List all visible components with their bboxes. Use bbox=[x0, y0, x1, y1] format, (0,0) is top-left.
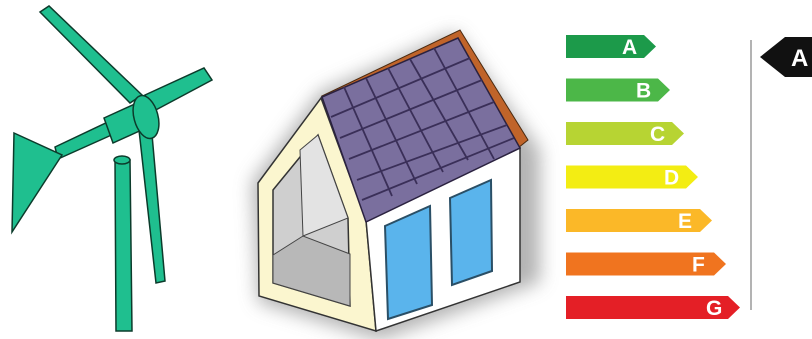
turbine-hub bbox=[132, 94, 160, 140]
turbine-blade-top bbox=[38, 5, 144, 104]
energy-band-f bbox=[566, 252, 726, 276]
turbine-tower bbox=[114, 159, 133, 332]
house-window-left bbox=[383, 204, 434, 321]
house-window-right bbox=[448, 178, 494, 287]
energy-band-a bbox=[566, 35, 656, 58]
energy-band-letter-f: F bbox=[692, 254, 705, 277]
energy-band-letter-d: D bbox=[664, 167, 679, 190]
turbine-tail-fin bbox=[11, 131, 64, 235]
current-rating-arrow: A bbox=[760, 37, 812, 77]
energy-band-letter-g: G bbox=[706, 297, 722, 320]
energy-band-e bbox=[566, 209, 712, 232]
rating-letter: A bbox=[791, 45, 808, 72]
turbine-tower-cap bbox=[113, 155, 131, 165]
energy-band-letter-c: C bbox=[650, 123, 665, 146]
solar-panel-grid bbox=[330, 47, 515, 201]
house-cutaway-floor bbox=[272, 235, 351, 307]
energy-band-letter-a: A bbox=[622, 36, 637, 59]
energy-band-b bbox=[566, 78, 670, 102]
energy-band-g bbox=[566, 296, 740, 319]
rating-arrow-shape bbox=[760, 37, 812, 77]
energy-band-letter-b: B bbox=[636, 80, 651, 103]
energy-band-letter-e: E bbox=[678, 210, 692, 233]
solar-house-icon bbox=[252, 29, 540, 339]
wind-turbine-icon bbox=[11, 5, 214, 332]
energy-band-d bbox=[566, 165, 698, 189]
energy-band-c bbox=[566, 122, 684, 145]
house-cutaway-inner-wall bbox=[299, 134, 349, 237]
